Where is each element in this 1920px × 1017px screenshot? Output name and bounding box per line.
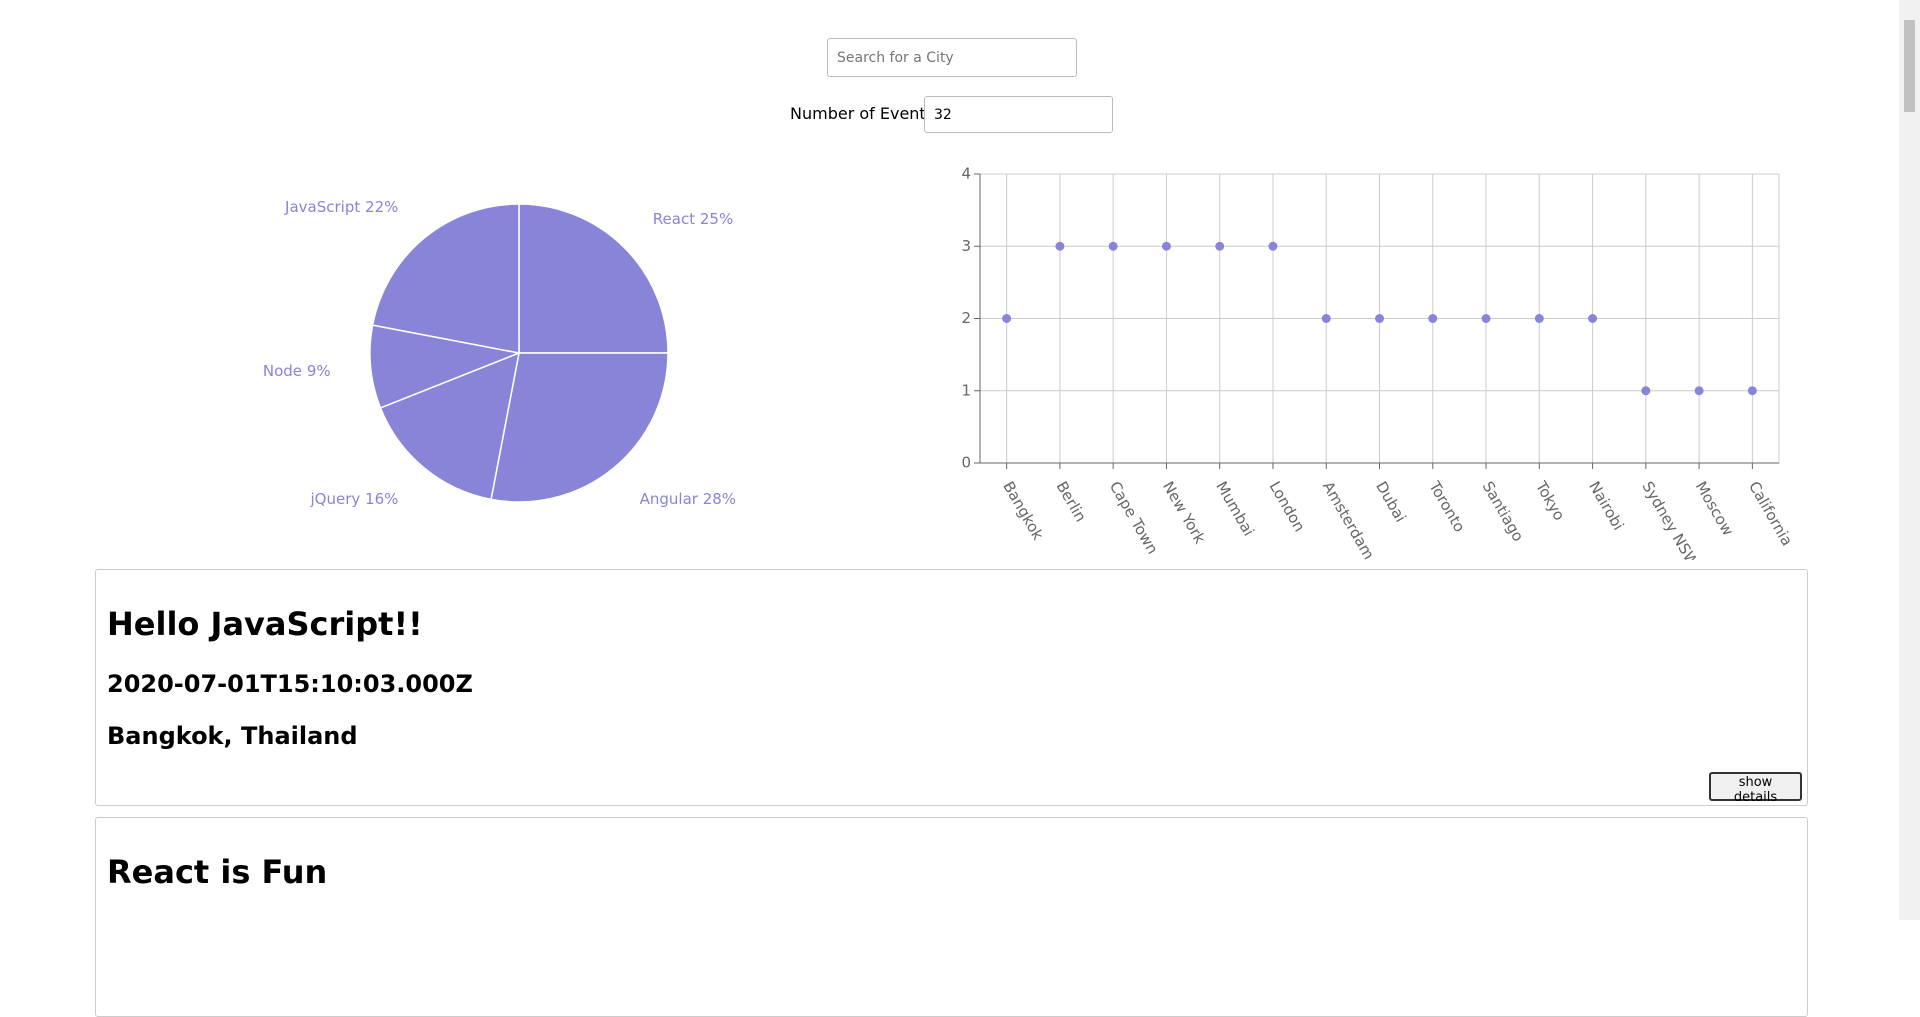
x-tick-label: California: [1745, 478, 1796, 549]
pie-label: Angular 28%: [640, 489, 736, 507]
x-tick-label: Mumbai: [1212, 478, 1258, 539]
scrollbar-thumb[interactable]: [1904, 20, 1915, 112]
pie-label-category: jQuery: [309, 489, 360, 507]
event-title: Hello JavaScript!!: [107, 605, 423, 643]
pie-slice: [371, 203, 520, 354]
y-tick-label: 0: [961, 454, 971, 472]
pie-slice: [490, 352, 669, 503]
pie-slice: [518, 203, 669, 354]
pie-label-value: 28%: [703, 489, 736, 507]
data-point: [1747, 386, 1757, 396]
x-tick-label: Nairobi: [1585, 478, 1627, 533]
page: Number of Events: React 25% Angular 28% jQ…: [95, 0, 1920, 1017]
pie-label-category: Angular: [640, 489, 699, 507]
pie-label-category: React: [653, 210, 695, 228]
event-location: Bangkok, Thailand: [107, 722, 358, 750]
pie-label: Node 9%: [263, 361, 331, 379]
pie-label-value: 22%: [365, 198, 398, 216]
pie-label-category: JavaScript: [284, 198, 360, 216]
data-point: [1108, 241, 1118, 251]
y-tick-label: 4: [961, 165, 971, 183]
data-point: [1481, 314, 1491, 323]
x-tick-label: Sydney NSW: [1638, 478, 1702, 560]
data-point: [1268, 241, 1278, 251]
charts: React 25% Angular 28% jQuery 16% Node 9% Jav…: [263, 165, 1796, 561]
x-tick-label: Bangkok: [999, 478, 1047, 543]
y-tick-label: 1: [961, 381, 971, 399]
pie-label-value: 16%: [365, 489, 398, 507]
x-tick-label: Tokyo: [1531, 477, 1568, 523]
y-tick-label: 2: [961, 309, 971, 327]
events-number[interactable]: [924, 96, 1113, 133]
event-date: 2020-07-01T15:10:03.000Z: [107, 670, 473, 698]
data-point: [1428, 314, 1438, 323]
pie-slice: [379, 351, 520, 501]
event-card: React is Fun: [95, 817, 1808, 1017]
x-tick-label: Dubai: [1372, 478, 1410, 525]
y-tick-label: 3: [961, 237, 971, 255]
x-tick-label: Santiago: [1479, 478, 1528, 544]
x-tick-label: Berlin: [1053, 478, 1090, 525]
data-point: [1534, 314, 1544, 323]
x-tick-label: New York: [1159, 478, 1209, 547]
scrollbar[interactable]: [1899, 0, 1920, 920]
event-title: React is Fun: [107, 853, 328, 891]
pie-slice: [369, 324, 522, 409]
pie-label-value: 25%: [700, 210, 733, 228]
pie-label-value: 9%: [307, 361, 331, 379]
x-tick-label: London: [1266, 478, 1309, 535]
x-tick-label: Toronto: [1425, 477, 1469, 535]
data-point: [1588, 314, 1598, 323]
data-point: [1641, 386, 1651, 396]
x-tick-label: Amsterdam: [1319, 478, 1378, 560]
events-label: Number of Events:: [790, 104, 940, 123]
data-point: [1161, 241, 1171, 251]
data-point: [1375, 314, 1384, 323]
x-tick-label: Moscow: [1692, 478, 1737, 539]
pie-label-category: Node: [263, 361, 302, 379]
pie-label: React 25%: [653, 210, 733, 228]
data-point: [1002, 314, 1012, 323]
x-tick-label: Cape Town: [1106, 478, 1162, 557]
show-details-button[interactable]: show details: [1709, 772, 1802, 805]
event-card: Hello JavaScript!! 2020-07-01T15:10:03.0…: [95, 569, 1808, 806]
data-point: [1694, 386, 1704, 396]
data-point: [1215, 241, 1225, 251]
pie-label: JavaScript 22%: [284, 198, 398, 216]
pie-label: jQuery 16%: [309, 489, 398, 507]
data-point: [1055, 241, 1065, 251]
city-search[interactable]: [827, 38, 1077, 77]
data-point: [1321, 314, 1331, 323]
